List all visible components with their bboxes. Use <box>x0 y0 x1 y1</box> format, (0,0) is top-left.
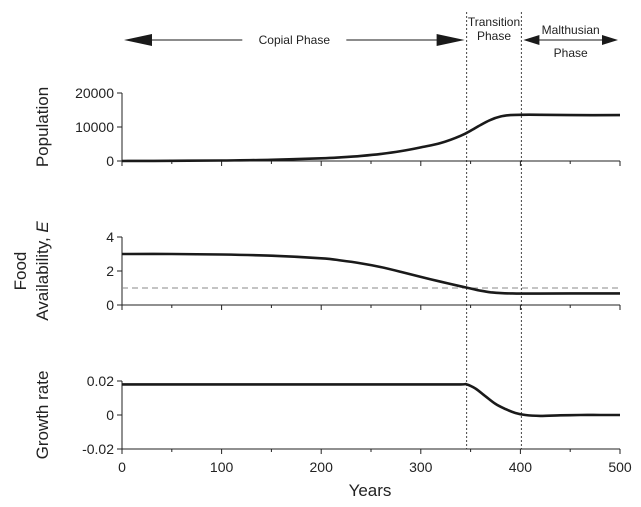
phase-label-malthusian: Phase <box>554 46 588 60</box>
series-line-population <box>121 113 621 163</box>
y-tick-label: 0 <box>106 407 114 423</box>
x-axis: Years 0 100 200 300 400 500 <box>118 459 632 500</box>
x-tick-label: 0 <box>118 459 126 475</box>
x-axis-label: Years <box>349 481 392 500</box>
phase-label-transition: Transition <box>468 15 520 29</box>
x-tick-label: 400 <box>509 459 533 475</box>
arrowhead-left-icon <box>523 35 540 45</box>
y-axis-label-line: Availability, E <box>33 221 52 321</box>
y-axis-label: Growth rate <box>33 371 52 460</box>
y-tick-label: 20000 <box>75 85 114 101</box>
series-line-food <box>121 252 620 295</box>
y-tick-label: 10000 <box>75 119 114 135</box>
phase-label-copial: Copial Phase <box>259 33 331 47</box>
x-tick-label: 500 <box>608 459 632 475</box>
phase-label-transition: Phase <box>477 29 511 43</box>
arrowhead-left-icon <box>124 34 152 46</box>
y-axis-label: Food Availability, E <box>11 221 52 321</box>
y-tick-label: 0 <box>106 153 114 169</box>
phase-label-malthusian: Malthusian <box>542 23 600 37</box>
y-axis-label-symbol: E <box>33 221 52 233</box>
y-tick-label: 0 <box>106 297 114 313</box>
y-tick-label: 0.02 <box>87 373 114 389</box>
arrowhead-right-icon <box>602 35 618 45</box>
y-tick-label: 4 <box>106 229 114 245</box>
y-axis-label: Population <box>33 87 52 167</box>
y-tick-label: 2 <box>106 263 114 279</box>
panel-growth: -0.02 0 0.02 Growth rate <box>33 371 621 460</box>
panel-population: 0 10000 20000 Population <box>33 85 621 169</box>
x-tick-label: 200 <box>310 459 334 475</box>
chart-panels: 0 10000 20000 Population 0 2 4 Food Availability… <box>11 85 621 460</box>
x-tick-label: 300 <box>409 459 433 475</box>
y-tick-label: -0.02 <box>82 441 114 457</box>
series-line-growth <box>122 382 620 418</box>
x-tick-label: 100 <box>210 459 234 475</box>
y-axis-label-line: Food <box>11 252 30 291</box>
panel-food: 0 2 4 Food Availability, E <box>11 221 621 321</box>
arrowhead-right-icon <box>436 34 465 46</box>
